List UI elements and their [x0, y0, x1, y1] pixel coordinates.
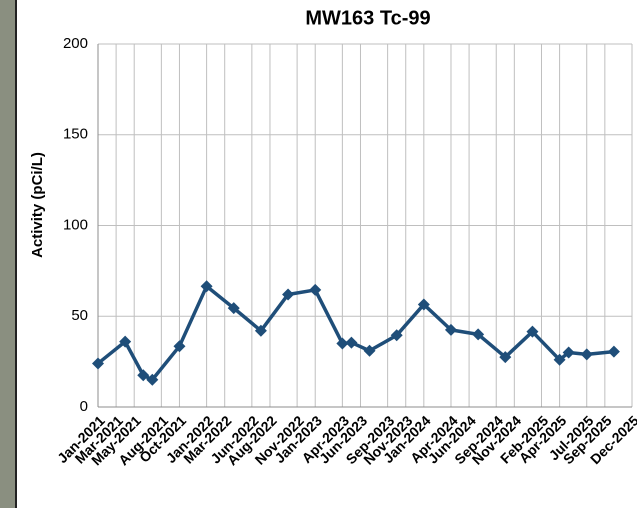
data-point	[390, 329, 403, 342]
data-point	[526, 325, 539, 338]
y-axis-label: Activity (pCi/L)	[29, 152, 46, 258]
y-tick-label: 150	[63, 126, 88, 143]
map-edge	[0, 0, 16, 508]
data-point	[345, 336, 358, 349]
data-point	[146, 373, 159, 386]
y-tick-label: 50	[71, 307, 88, 324]
data-point	[254, 324, 267, 337]
data-point	[444, 323, 457, 336]
data-point	[553, 353, 566, 366]
y-tick-label: 200	[63, 35, 88, 52]
data-point	[562, 346, 575, 359]
data-point	[119, 335, 132, 348]
data-point	[580, 348, 593, 361]
data-point	[282, 288, 295, 301]
data-point	[472, 328, 485, 341]
data-point	[173, 340, 186, 353]
data-point	[363, 344, 376, 357]
data-point	[227, 302, 240, 315]
data-point	[137, 369, 150, 382]
data-point	[499, 351, 512, 364]
data-point	[92, 357, 104, 370]
data-point	[336, 337, 349, 350]
data-point	[309, 283, 322, 296]
data-point	[417, 298, 430, 311]
chart-title: MW163 Tc-99	[305, 7, 430, 29]
y-tick-label: 0	[80, 398, 88, 415]
data-point	[200, 280, 213, 293]
data-point	[607, 345, 620, 358]
y-tick-label: 100	[63, 216, 88, 233]
